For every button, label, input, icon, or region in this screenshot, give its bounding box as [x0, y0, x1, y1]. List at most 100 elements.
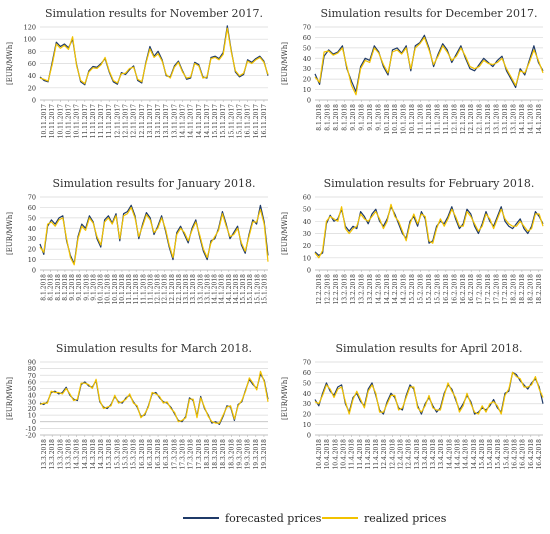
x-tick-label: 14.1.2018: [536, 104, 543, 135]
x-tick-label: 17.2.2018: [494, 274, 501, 305]
x-tick-label: 14.1.2018: [519, 104, 526, 135]
y-tick-label: 30: [303, 65, 311, 73]
chart-title: Simulation results for February 2018.: [324, 177, 535, 190]
x-tick-label: 15.1.2018: [240, 274, 247, 305]
y-tick-label: 20: [28, 84, 36, 92]
x-tick-label: 15.2.2018: [418, 274, 425, 305]
x-tick-label: 18.3.2018: [220, 439, 227, 470]
x-tick-label: 13.11.2017: [171, 104, 178, 139]
x-tick-label: 13.2.2018: [350, 274, 357, 305]
series-line-realized: [39, 370, 269, 424]
x-tick-label: 18.2.2018: [527, 274, 534, 305]
series-line-realized: [314, 371, 544, 415]
legend-item-forecasted: forecasted prices: [183, 506, 321, 530]
y-tick-label: 70: [28, 372, 36, 380]
x-tick-label: 15.3.2018: [131, 439, 138, 470]
x-tick-label: 10.4.2018: [324, 439, 331, 470]
x-tick-label: 17.2.2018: [485, 274, 492, 305]
y-axis-label: [EUR/MWh]: [6, 377, 14, 420]
x-tick-label: 10.11.2017: [41, 104, 48, 139]
x-tick-label: 12.11.2017: [123, 104, 130, 139]
x-tick-label: 11.11.2017: [98, 104, 105, 139]
y-tick-label: 10: [303, 86, 311, 94]
x-tick-label: 11.11.2017: [82, 104, 89, 139]
y-tick-label: 90: [28, 359, 36, 367]
legend-item-realized: realized prices: [322, 506, 446, 530]
x-tick-label: 13.2.2018: [367, 274, 374, 305]
x-tick-label: 16.2.2018: [460, 274, 467, 305]
chart-panel-1: Simulation results for December 2017. 0 10…: [281, 7, 544, 135]
chart-panel-4: Simulation results for March 2018. -20-10…: [6, 342, 269, 470]
x-tick-label: 10.1.2018: [401, 104, 408, 135]
x-tick-label: 18.2.2018: [510, 274, 517, 305]
y-axis-label: [EUR/MWh]: [281, 42, 289, 85]
x-tick-label: 14.1.2018: [527, 104, 534, 135]
x-tick-label: 14.4.2018: [463, 439, 470, 470]
x-tick-label: 10.1.2018: [112, 274, 119, 305]
x-tick-label: 17.2.2018: [502, 274, 509, 305]
x-tick-label: 11.4.2018: [365, 439, 372, 470]
y-axis-label: [EUR/MWh]: [281, 377, 289, 420]
y-tick-label: 50: [303, 379, 311, 387]
chart-title: Simulation results for January 2018.: [53, 177, 256, 190]
legend: forecasted prices realized prices: [0, 506, 550, 530]
x-tick-label: 14.3.2018: [74, 439, 81, 470]
x-tick-label: 9.1.2018: [90, 274, 97, 301]
x-tick-label: 13.4.2018: [422, 439, 429, 470]
y-tick-label: 100: [24, 36, 36, 44]
x-tick-label: 8.1.2018: [333, 104, 340, 131]
y-tick-label: 70: [303, 24, 311, 32]
x-tick-label: 11.1.2018: [133, 274, 140, 305]
y-tick-label: 20: [303, 242, 311, 250]
x-tick-label: 15.4.2018: [495, 439, 502, 470]
x-tick-label: 14.3.2018: [98, 439, 105, 470]
x-tick-label: 12.4.2018: [398, 439, 405, 470]
x-tick-label: 12.2.2018: [325, 274, 332, 305]
y-tick-label: 40: [303, 390, 311, 398]
chart-title: Simulation results for April 2018.: [335, 342, 522, 355]
y-tick-label: -10: [26, 425, 36, 433]
x-tick-label: 10.1.2018: [105, 274, 112, 305]
x-tick-label: 13.1.2018: [204, 274, 211, 305]
x-tick-label: 18.3.2018: [228, 439, 235, 470]
x-tick-label: 16.11.2017: [261, 104, 268, 139]
x-tick-label: 12.1.2018: [162, 274, 169, 305]
x-tick-label: 13.4.2018: [430, 439, 437, 470]
x-tick-label: 12.1.2018: [460, 104, 467, 135]
x-tick-label: 18.3.2018: [204, 439, 211, 470]
y-tick-label: -20: [26, 432, 36, 440]
x-tick-label: 16.3.2018: [155, 439, 162, 470]
series-line-forecasted: [314, 206, 544, 256]
legend-swatch-realized: [322, 517, 358, 519]
y-tick-label: 40: [303, 55, 311, 63]
y-tick-label: 120: [24, 24, 36, 32]
x-tick-label: 10.1.2018: [119, 274, 126, 305]
y-tick-label: 20: [28, 246, 36, 254]
x-tick-label: 8.1.2018: [48, 274, 55, 301]
y-tick-label: 30: [303, 400, 311, 408]
x-tick-label: 13.1.2018: [190, 274, 197, 305]
x-tick-label: 14.1.2018: [226, 274, 233, 305]
x-tick-label: 14.4.2018: [471, 439, 478, 470]
x-tick-label: 11.4.2018: [373, 439, 380, 470]
x-tick-label: 13.3.2018: [49, 439, 56, 470]
x-tick-label: 13.4.2018: [414, 439, 421, 470]
y-tick-label: 0: [32, 267, 36, 275]
x-tick-label: 10.1.2018: [392, 104, 399, 135]
x-tick-label: 14.2.2018: [384, 274, 391, 305]
x-tick-label: 12.1.2018: [477, 104, 484, 135]
x-tick-label: 12.11.2017: [139, 104, 146, 139]
x-tick-label: 10.4.2018: [341, 439, 348, 470]
chart-title: Simulation results for November 2017.: [45, 7, 263, 20]
x-tick-label: 14.11.2017: [196, 104, 203, 139]
x-tick-label: 11.1.2018: [418, 104, 425, 135]
x-tick-label: 16.2.2018: [468, 274, 475, 305]
x-tick-label: 11.11.2017: [90, 104, 97, 139]
x-tick-label: 14.1.2018: [212, 274, 219, 305]
x-tick-label: 14.3.2018: [90, 439, 97, 470]
y-tick-label: 0: [32, 97, 36, 105]
x-tick-label: 13.1.2018: [197, 274, 204, 305]
y-tick-label: 30: [28, 398, 36, 406]
x-tick-label: 16.4.2018: [520, 439, 527, 470]
